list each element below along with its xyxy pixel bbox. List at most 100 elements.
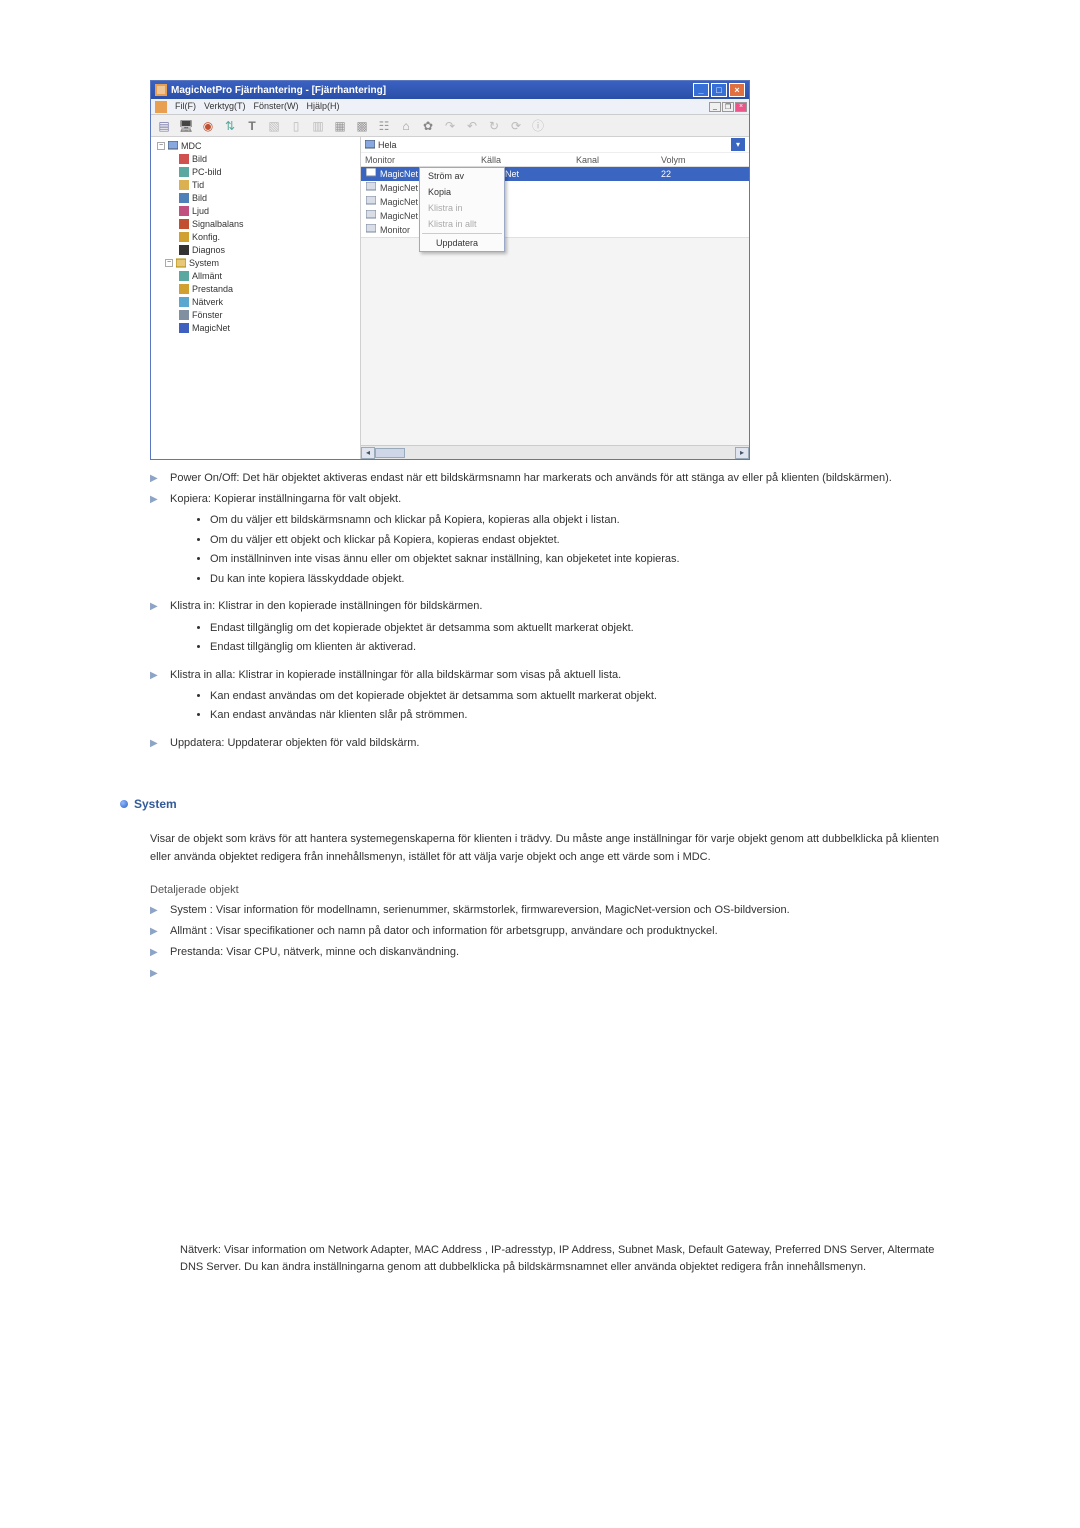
close-button[interactable]: × bbox=[729, 83, 745, 97]
tree-item[interactable]: MagicNet bbox=[153, 321, 360, 334]
empty-area bbox=[361, 237, 749, 445]
bullet-dot-icon bbox=[120, 800, 128, 808]
tool-icon-11[interactable]: ⌂ bbox=[397, 117, 415, 135]
row-icon bbox=[365, 182, 377, 194]
tree-item-icon bbox=[179, 323, 189, 333]
tree-system[interactable]: − System bbox=[153, 256, 360, 269]
menu-window[interactable]: Fönster(W) bbox=[254, 101, 299, 113]
maximize-button[interactable]: □ bbox=[711, 83, 727, 97]
tool-icon-10[interactable]: ☷ bbox=[375, 117, 393, 135]
tool-icon-1[interactable]: ▤ bbox=[155, 117, 173, 135]
tool-icon-5[interactable]: ▧ bbox=[265, 117, 283, 135]
bullet: Kan endast användas när klienten slår på… bbox=[210, 707, 950, 725]
list-header: Monitor Källa Kanal Volym bbox=[361, 153, 749, 167]
pasteall-bullets: Kan endast användas om det kopierade obj… bbox=[210, 688, 950, 725]
tree-item[interactable]: Allmänt bbox=[153, 269, 360, 282]
menubar: Fil(F) Verktyg(T) Fönster(W) Hjälp(H) _ … bbox=[151, 99, 749, 115]
tree-item-icon bbox=[179, 297, 189, 307]
ctx-paste-all[interactable]: Klistra in allt bbox=[420, 216, 504, 232]
app-title: MagicNetPro Fjärrhantering - [Fjärrhante… bbox=[171, 85, 386, 96]
scroll-left-icon[interactable]: ◂ bbox=[361, 447, 375, 459]
detail-perf: Prestanda: Visar CPU, nätverk, minne och… bbox=[170, 944, 950, 961]
menu-file[interactable]: Fil(F) bbox=[175, 101, 196, 113]
arrow-icon: ▶ bbox=[150, 491, 162, 508]
tool-icon-6[interactable]: ▯ bbox=[287, 117, 305, 135]
tree-root[interactable]: − MDC bbox=[153, 139, 360, 152]
col-channel[interactable]: Kanal bbox=[576, 155, 661, 165]
dropdown-icon[interactable]: ▾ bbox=[731, 138, 745, 151]
window-controls: _ □ × bbox=[693, 83, 745, 97]
tree-item[interactable]: Diagnos bbox=[153, 243, 360, 256]
expander-icon[interactable]: − bbox=[157, 142, 165, 150]
col-volume[interactable]: Volym bbox=[661, 155, 721, 165]
detail-subhead: Detaljerade objekt bbox=[150, 884, 960, 896]
help-copy: Kopiera: Kopierar inställningarna för va… bbox=[170, 491, 950, 508]
mdi-close[interactable]: × bbox=[735, 102, 747, 112]
minimize-button[interactable]: _ bbox=[693, 83, 709, 97]
tree-item-icon bbox=[179, 154, 189, 164]
ctx-refresh[interactable]: Uppdatera bbox=[420, 235, 504, 251]
tree-item-label: Prestanda bbox=[192, 284, 233, 294]
tool-icon-8[interactable]: ▦ bbox=[331, 117, 349, 135]
tree-item-icon bbox=[179, 232, 189, 242]
tree-item[interactable]: Bild bbox=[153, 191, 360, 204]
paste-bullets: Endast tillgänglig om det kopierade obje… bbox=[210, 620, 950, 657]
context-menu: Ström av Kopia Klistra in Klistra in all… bbox=[419, 167, 505, 252]
tree-pane: − MDC BildPC-bildTidBildLjudSignalbalans… bbox=[151, 137, 361, 459]
tree-item-label: Bild bbox=[192, 193, 207, 203]
tool-icon-9[interactable]: ▩ bbox=[353, 117, 371, 135]
tool-icon-13[interactable]: ↶ bbox=[463, 117, 481, 135]
toolbar: ▤ 🖥 ◉ ⇅ T ▧ ▯ ▥ ▦ ▩ ☷ ⌂ ✿ ↷ ↶ ↻ ⟳ ⓘ bbox=[151, 115, 749, 137]
tree-item[interactable]: Tid bbox=[153, 178, 360, 191]
tree-root-label: MDC bbox=[181, 141, 202, 151]
tree-item[interactable]: Nätverk bbox=[153, 295, 360, 308]
tree-item[interactable]: PC-bild bbox=[153, 165, 360, 178]
tool-icon-4[interactable]: ⇅ bbox=[221, 117, 239, 135]
scroll-thumb[interactable] bbox=[375, 448, 405, 458]
tree-item[interactable]: Konfig. bbox=[153, 230, 360, 243]
tool-icon-14[interactable]: ↻ bbox=[485, 117, 503, 135]
tree-item[interactable]: Ljud bbox=[153, 204, 360, 217]
section-heading-label: System bbox=[134, 797, 177, 811]
tree-item-icon bbox=[179, 245, 189, 255]
detail-items: ▶ System : Visar information för modelln… bbox=[150, 902, 950, 982]
tool-icon-3[interactable]: ◉ bbox=[199, 117, 217, 135]
ctx-power[interactable]: Ström av bbox=[420, 168, 504, 184]
arrow-icon: ▶ bbox=[150, 470, 162, 487]
bullet: Endast tillgänglig om det kopierade obje… bbox=[210, 620, 950, 638]
row-monitor: MagicNet bbox=[380, 183, 418, 193]
folder-icon bbox=[176, 258, 186, 268]
col-monitor[interactable]: Monitor bbox=[361, 155, 481, 165]
detail-empty bbox=[170, 965, 950, 982]
tool-icon-t[interactable]: T bbox=[243, 117, 261, 135]
row-icon bbox=[365, 210, 377, 222]
tool-icon-2[interactable]: 🖥 bbox=[177, 117, 195, 135]
arrow-icon: ▶ bbox=[150, 667, 162, 684]
tool-icon-info[interactable]: ⓘ bbox=[529, 117, 547, 135]
list-pane: Hela ▾ Monitor Källa Kanal Volym MagicNe… bbox=[361, 137, 749, 459]
mdi-minimize[interactable]: _ bbox=[709, 102, 721, 112]
copy-bullets: Om du väljer ett bildskärmsnamn och klic… bbox=[210, 512, 950, 588]
menu-tools[interactable]: Verktyg(T) bbox=[204, 101, 246, 113]
mdi-restore[interactable]: ❐ bbox=[722, 102, 734, 112]
tool-icon-12[interactable]: ↷ bbox=[441, 117, 459, 135]
col-source[interactable]: Källa bbox=[481, 155, 576, 165]
tree-item[interactable]: Bild bbox=[153, 152, 360, 165]
row-monitor: Monitor bbox=[380, 225, 410, 235]
network-paragraph: Nätverk: Visar information om Network Ad… bbox=[180, 1242, 950, 1277]
ctx-copy[interactable]: Kopia bbox=[420, 184, 504, 200]
tool-icon-7[interactable]: ▥ bbox=[309, 117, 327, 135]
row-volume: 22 bbox=[661, 169, 721, 179]
tree-item[interactable]: Signalbalans bbox=[153, 217, 360, 230]
tree-item[interactable]: Fönster bbox=[153, 308, 360, 321]
scroll-right-icon[interactable]: ▸ bbox=[735, 447, 749, 459]
tree-item[interactable]: Prestanda bbox=[153, 282, 360, 295]
menu-help[interactable]: Hjälp(H) bbox=[307, 101, 340, 113]
help-paste-all: Klistra in alla: Klistrar in kopierade i… bbox=[170, 667, 950, 684]
h-scrollbar[interactable]: ◂ ▸ bbox=[361, 445, 749, 459]
help-text: ▶ Power On/Off: Det här objektet aktiver… bbox=[150, 470, 950, 752]
ctx-paste[interactable]: Klistra in bbox=[420, 200, 504, 216]
tool-icon-15[interactable]: ⟳ bbox=[507, 117, 525, 135]
expander-icon[interactable]: − bbox=[165, 259, 173, 267]
tool-icon-gear[interactable]: ✿ bbox=[419, 117, 437, 135]
